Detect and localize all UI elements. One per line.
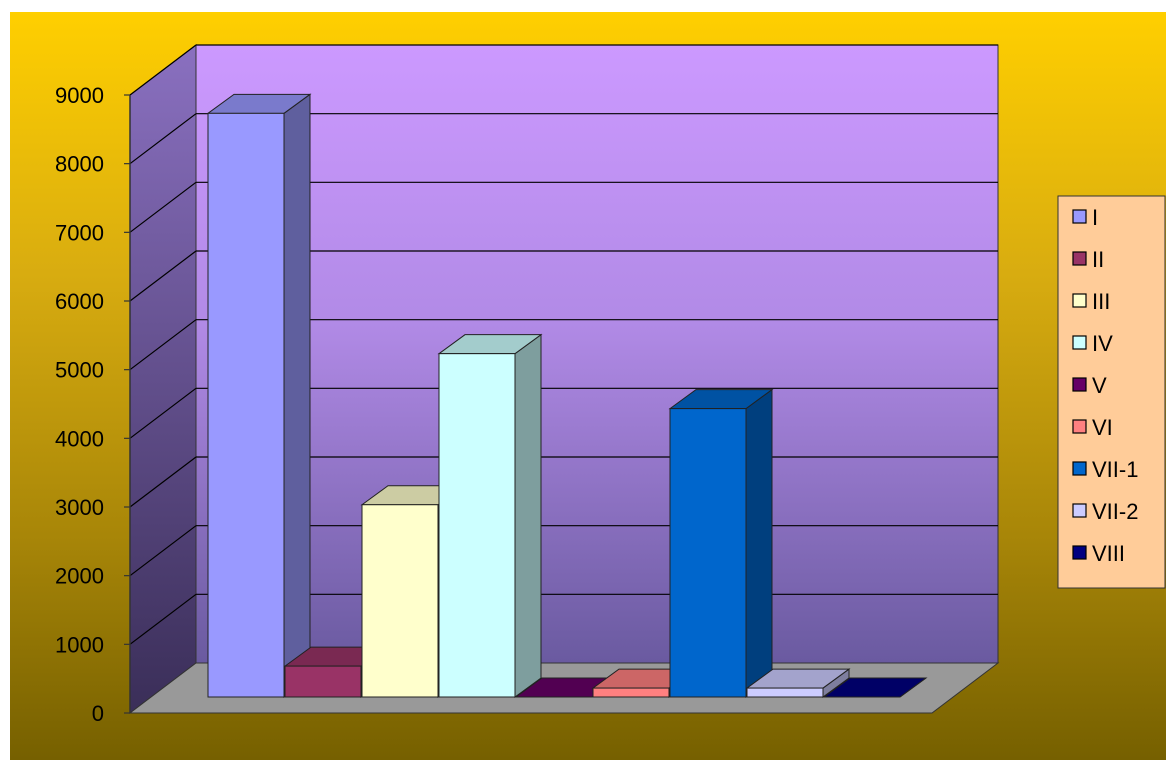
bar-front bbox=[592, 687, 670, 698]
y-tick-label: 1000 bbox=[55, 632, 104, 657]
bar-i bbox=[206, 93, 312, 698]
bar-front bbox=[746, 687, 824, 698]
legend-label: VIII bbox=[1092, 541, 1125, 566]
legend-label: VII-1 bbox=[1092, 457, 1138, 482]
gridline-side bbox=[129, 593, 197, 645]
gridlines bbox=[129, 44, 998, 645]
legend-swatch bbox=[1072, 209, 1087, 224]
legend-swatch bbox=[1072, 335, 1087, 350]
gridline-side bbox=[129, 319, 197, 371]
legend-swatch bbox=[1072, 377, 1087, 392]
y-tick-label: 6000 bbox=[55, 289, 104, 314]
legend-label: IV bbox=[1092, 331, 1113, 356]
bar-viii bbox=[822, 677, 928, 698]
bar-front bbox=[669, 408, 747, 698]
gridline-side bbox=[129, 456, 197, 508]
back-wall bbox=[195, 44, 999, 664]
bar-top bbox=[822, 677, 928, 698]
legend-label: I bbox=[1092, 205, 1098, 230]
gridline-side bbox=[129, 387, 197, 439]
bar-front bbox=[207, 112, 285, 698]
legend-label: II bbox=[1092, 247, 1104, 272]
y-tick-label: 3000 bbox=[55, 495, 104, 520]
y-tick-label: 5000 bbox=[55, 358, 104, 383]
bar-iv bbox=[437, 333, 543, 698]
y-axis: 0 1000 2000 3000 4000 5000 6000 7000 8000 9000 bbox=[55, 83, 131, 726]
legend-swatch bbox=[1072, 545, 1087, 560]
bars bbox=[206, 93, 928, 698]
legend-label: VI bbox=[1092, 415, 1113, 440]
bar-side bbox=[283, 93, 311, 698]
legend-swatch bbox=[1072, 251, 1087, 266]
legend-swatch bbox=[1072, 293, 1087, 308]
bar-vii-2 bbox=[745, 668, 851, 698]
legend-label: VII-2 bbox=[1092, 499, 1138, 524]
legend-swatch bbox=[1072, 503, 1087, 518]
bar-front bbox=[361, 504, 439, 698]
legend-label: III bbox=[1092, 289, 1110, 314]
y-tick-label: 2000 bbox=[55, 564, 104, 589]
left-side-wall bbox=[129, 43, 197, 715]
legend-swatch bbox=[1072, 419, 1087, 434]
bar-front bbox=[284, 665, 362, 698]
gridline-side bbox=[129, 44, 197, 96]
y-tick-label: 0 bbox=[92, 701, 104, 726]
gridline-side bbox=[129, 250, 197, 302]
y-tick-label: 8000 bbox=[55, 152, 104, 177]
gridline-side bbox=[129, 181, 197, 233]
gridline-side bbox=[129, 113, 197, 165]
legend-label: V bbox=[1092, 373, 1107, 398]
y-tick-label: 9000 bbox=[55, 83, 104, 108]
legend-swatch bbox=[1072, 461, 1087, 476]
y-tick-label: 4000 bbox=[55, 426, 104, 451]
bar-side bbox=[514, 333, 542, 698]
y-tick-label: 7000 bbox=[55, 220, 104, 245]
bar-front bbox=[438, 353, 516, 698]
bar-vii-1 bbox=[668, 388, 774, 698]
gridline-side bbox=[129, 525, 197, 577]
bar-side bbox=[745, 388, 773, 698]
